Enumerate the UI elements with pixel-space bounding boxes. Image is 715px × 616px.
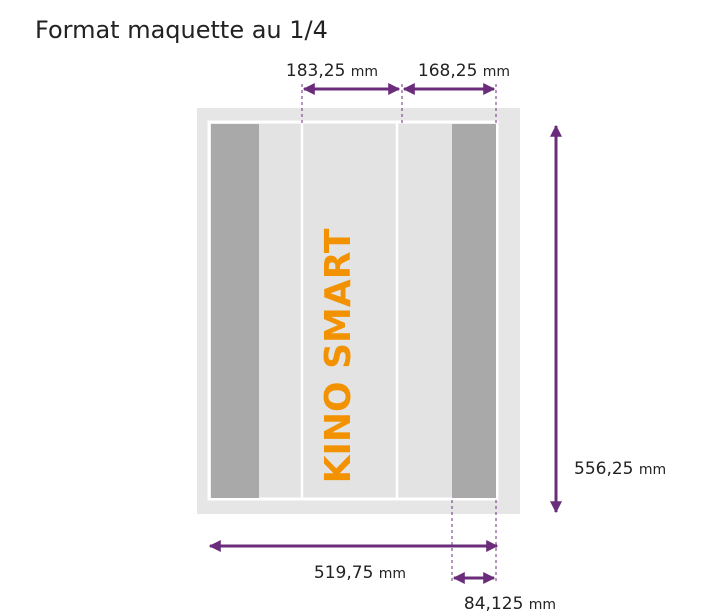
dimension-value: 556,25 [574, 459, 633, 479]
dimension-unit: mm [529, 597, 556, 613]
left-strip [211, 124, 259, 498]
right-strip [452, 124, 496, 498]
dimension-label: 168,25 mm [418, 61, 510, 81]
brand-label: KINO SMART [318, 228, 359, 483]
dimension-unit: mm [351, 64, 378, 80]
dimension-value: 168,25 [418, 61, 477, 81]
dimension-value: 84,125 [464, 594, 523, 614]
dimension-label: 84,125 mm [464, 594, 556, 614]
dimension-unit: mm [379, 566, 406, 582]
dimension-value: 519,75 [314, 563, 373, 583]
dimension-label: 519,75 mm [314, 563, 406, 583]
dimension-unit: mm [639, 462, 666, 478]
dimension-label: 556,25 mm [574, 459, 666, 479]
title: Format maquette au 1/4 [35, 16, 328, 44]
dimension-value: 183,25 [286, 61, 345, 81]
dimension-unit: mm [483, 64, 510, 80]
dimension-label: 183,25 mm [286, 61, 378, 81]
